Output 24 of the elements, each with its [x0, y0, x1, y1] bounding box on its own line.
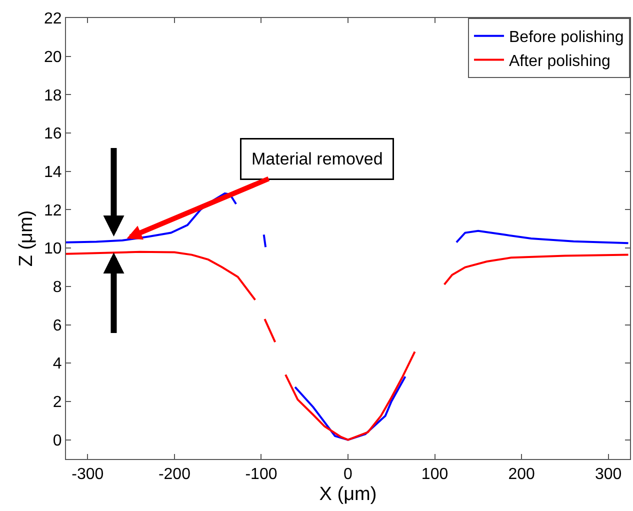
x-tick-label: -200	[158, 466, 191, 484]
x-tick-label: -100	[245, 466, 278, 484]
y-tick-label: 0	[52, 432, 62, 450]
x-tick-label: 100	[421, 466, 448, 484]
y-tick-label: 14	[44, 164, 62, 181]
y-tick-label: 16	[44, 126, 62, 143]
y-axis-title: Z (μm)	[16, 210, 37, 267]
x-tick-label: -300	[72, 466, 104, 484]
y-tick-label: 6	[52, 317, 62, 334]
y-tick-label: 12	[44, 202, 62, 220]
y-tick-label: 8	[52, 279, 62, 296]
y-tick-label: 22	[44, 10, 62, 28]
x-tick-label: 0	[344, 466, 353, 484]
legend-label: Before polishing	[509, 29, 624, 46]
x-axis-title: X (μm)	[319, 484, 377, 505]
y-tick-label: 2	[52, 394, 62, 412]
y-tick-label: 4	[52, 356, 62, 373]
y-tick-label: 18	[44, 87, 62, 104]
annotation: Material removed	[252, 150, 383, 168]
legend-label: After polishing	[509, 52, 610, 70]
x-tick-label: 300	[594, 466, 622, 484]
x-tick-label: 200	[508, 466, 535, 484]
y-tick-label: 20	[44, 48, 62, 66]
y-tick-label: 10	[44, 240, 62, 258]
